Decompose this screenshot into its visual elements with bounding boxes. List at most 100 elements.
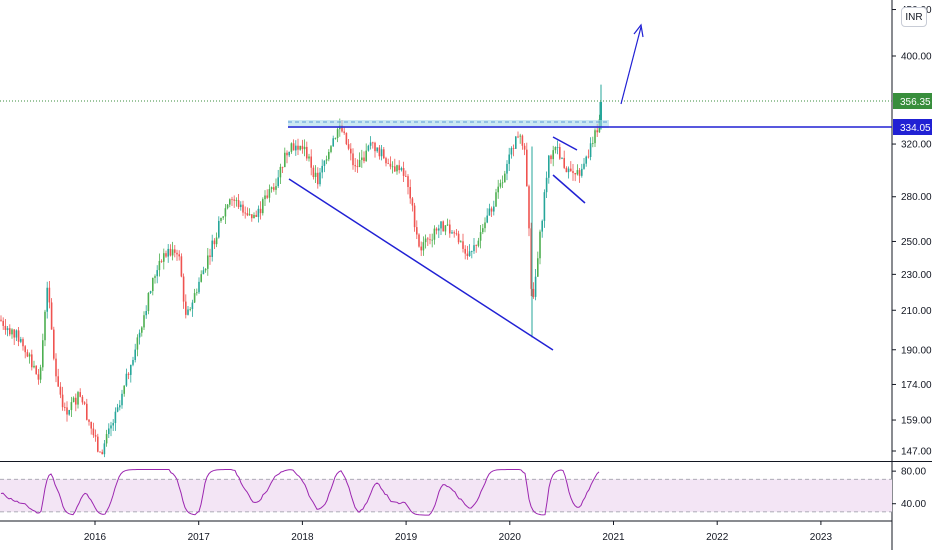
candle-body xyxy=(565,167,568,173)
candle-body xyxy=(528,186,530,229)
candle-body xyxy=(70,402,73,411)
candle-body xyxy=(178,254,180,257)
candle-body xyxy=(394,166,396,172)
candle-body xyxy=(233,199,235,201)
candle-body xyxy=(323,160,326,166)
candle-body xyxy=(204,268,207,271)
candle-body xyxy=(372,142,374,144)
candle-body xyxy=(215,237,218,245)
candle-body xyxy=(460,241,462,243)
candle-body xyxy=(138,332,141,338)
candle-body xyxy=(218,220,220,238)
candle-body xyxy=(55,358,57,377)
candle-body xyxy=(347,144,350,149)
price-tick-label: 210.00 xyxy=(901,306,932,317)
candle-body xyxy=(185,301,187,315)
candle-body xyxy=(246,213,249,216)
candle-body xyxy=(81,396,84,403)
time-tick-label: 2018 xyxy=(291,532,314,543)
candle-body xyxy=(398,165,400,171)
candle-body xyxy=(158,260,161,271)
candle-body xyxy=(314,172,317,177)
time-tick-label: 2023 xyxy=(810,532,833,543)
candle-body xyxy=(365,150,367,162)
candle-body xyxy=(105,434,108,444)
candle-body xyxy=(64,407,66,408)
candle-body xyxy=(451,232,453,234)
candle-body xyxy=(50,302,53,330)
candle-body xyxy=(356,166,359,168)
candle-body xyxy=(61,394,64,408)
candle-body xyxy=(361,157,363,161)
candle-body xyxy=(552,150,554,160)
candle-body xyxy=(312,167,315,177)
candle-body xyxy=(317,172,319,185)
candle-body xyxy=(114,411,117,424)
candle-body xyxy=(209,255,211,257)
candle-body xyxy=(262,199,264,214)
candle-body xyxy=(510,148,513,155)
candle-body xyxy=(281,166,284,168)
candle-body xyxy=(526,149,528,187)
candle-body xyxy=(191,302,194,310)
candle-body xyxy=(429,239,431,241)
price-tick-label: 250.00 xyxy=(901,237,932,248)
candle-body xyxy=(0,319,2,321)
breakout-arrow-line xyxy=(620,26,642,105)
candle-body xyxy=(24,346,26,353)
candle-body xyxy=(581,168,583,176)
currency-badge[interactable]: INR xyxy=(901,7,927,27)
candle-body xyxy=(409,187,411,199)
candle-body xyxy=(277,177,279,187)
candle-body xyxy=(220,217,222,221)
candle-body xyxy=(488,208,491,216)
candle-body xyxy=(284,152,286,168)
candle-body xyxy=(108,428,110,435)
time-tick-label: 2021 xyxy=(602,532,625,543)
candle-body xyxy=(253,214,255,219)
candle-body xyxy=(211,240,213,257)
candle-body xyxy=(497,186,499,193)
candle-body xyxy=(121,393,123,406)
candle-body xyxy=(156,270,158,277)
candle-body xyxy=(506,163,508,174)
candle-body xyxy=(462,241,464,249)
candle-body xyxy=(26,352,29,357)
candle-body xyxy=(589,143,592,157)
candle-body xyxy=(77,392,79,405)
candle-body xyxy=(86,403,88,420)
candle-body xyxy=(163,253,165,262)
candle-body xyxy=(169,248,172,256)
candle-body xyxy=(444,225,447,232)
candle-body xyxy=(132,359,134,365)
candle-body xyxy=(354,165,356,167)
support-price-label: 334.05 xyxy=(893,119,932,135)
candle-body xyxy=(198,281,200,293)
candle-body xyxy=(539,231,541,259)
candle-body xyxy=(534,276,537,297)
candle-body xyxy=(537,258,539,277)
candle-body xyxy=(587,156,590,158)
candle-body xyxy=(182,276,185,302)
time-axis-ticks: 2016 2017 2018 2019 2020 2021 2022 2023 xyxy=(0,520,892,543)
candle-body xyxy=(438,228,440,231)
candle-body xyxy=(130,364,132,375)
candle-body xyxy=(295,145,297,151)
price-tick-label: 400.00 xyxy=(901,52,932,63)
candle-body xyxy=(515,136,517,149)
candle-body xyxy=(402,168,405,176)
candle-body xyxy=(479,232,482,241)
candle-body xyxy=(68,410,70,415)
candle-body xyxy=(17,330,20,342)
candle-body xyxy=(180,256,183,277)
candle-body xyxy=(554,147,557,151)
price-tick-label: 230.00 xyxy=(901,270,932,281)
candle-body xyxy=(288,151,290,156)
candle-body xyxy=(240,204,242,208)
candle-body xyxy=(11,329,13,335)
candle-body xyxy=(200,274,202,282)
candle-body xyxy=(449,224,451,234)
price-tick-label: 174.00 xyxy=(901,380,932,391)
candle-body xyxy=(352,153,354,166)
